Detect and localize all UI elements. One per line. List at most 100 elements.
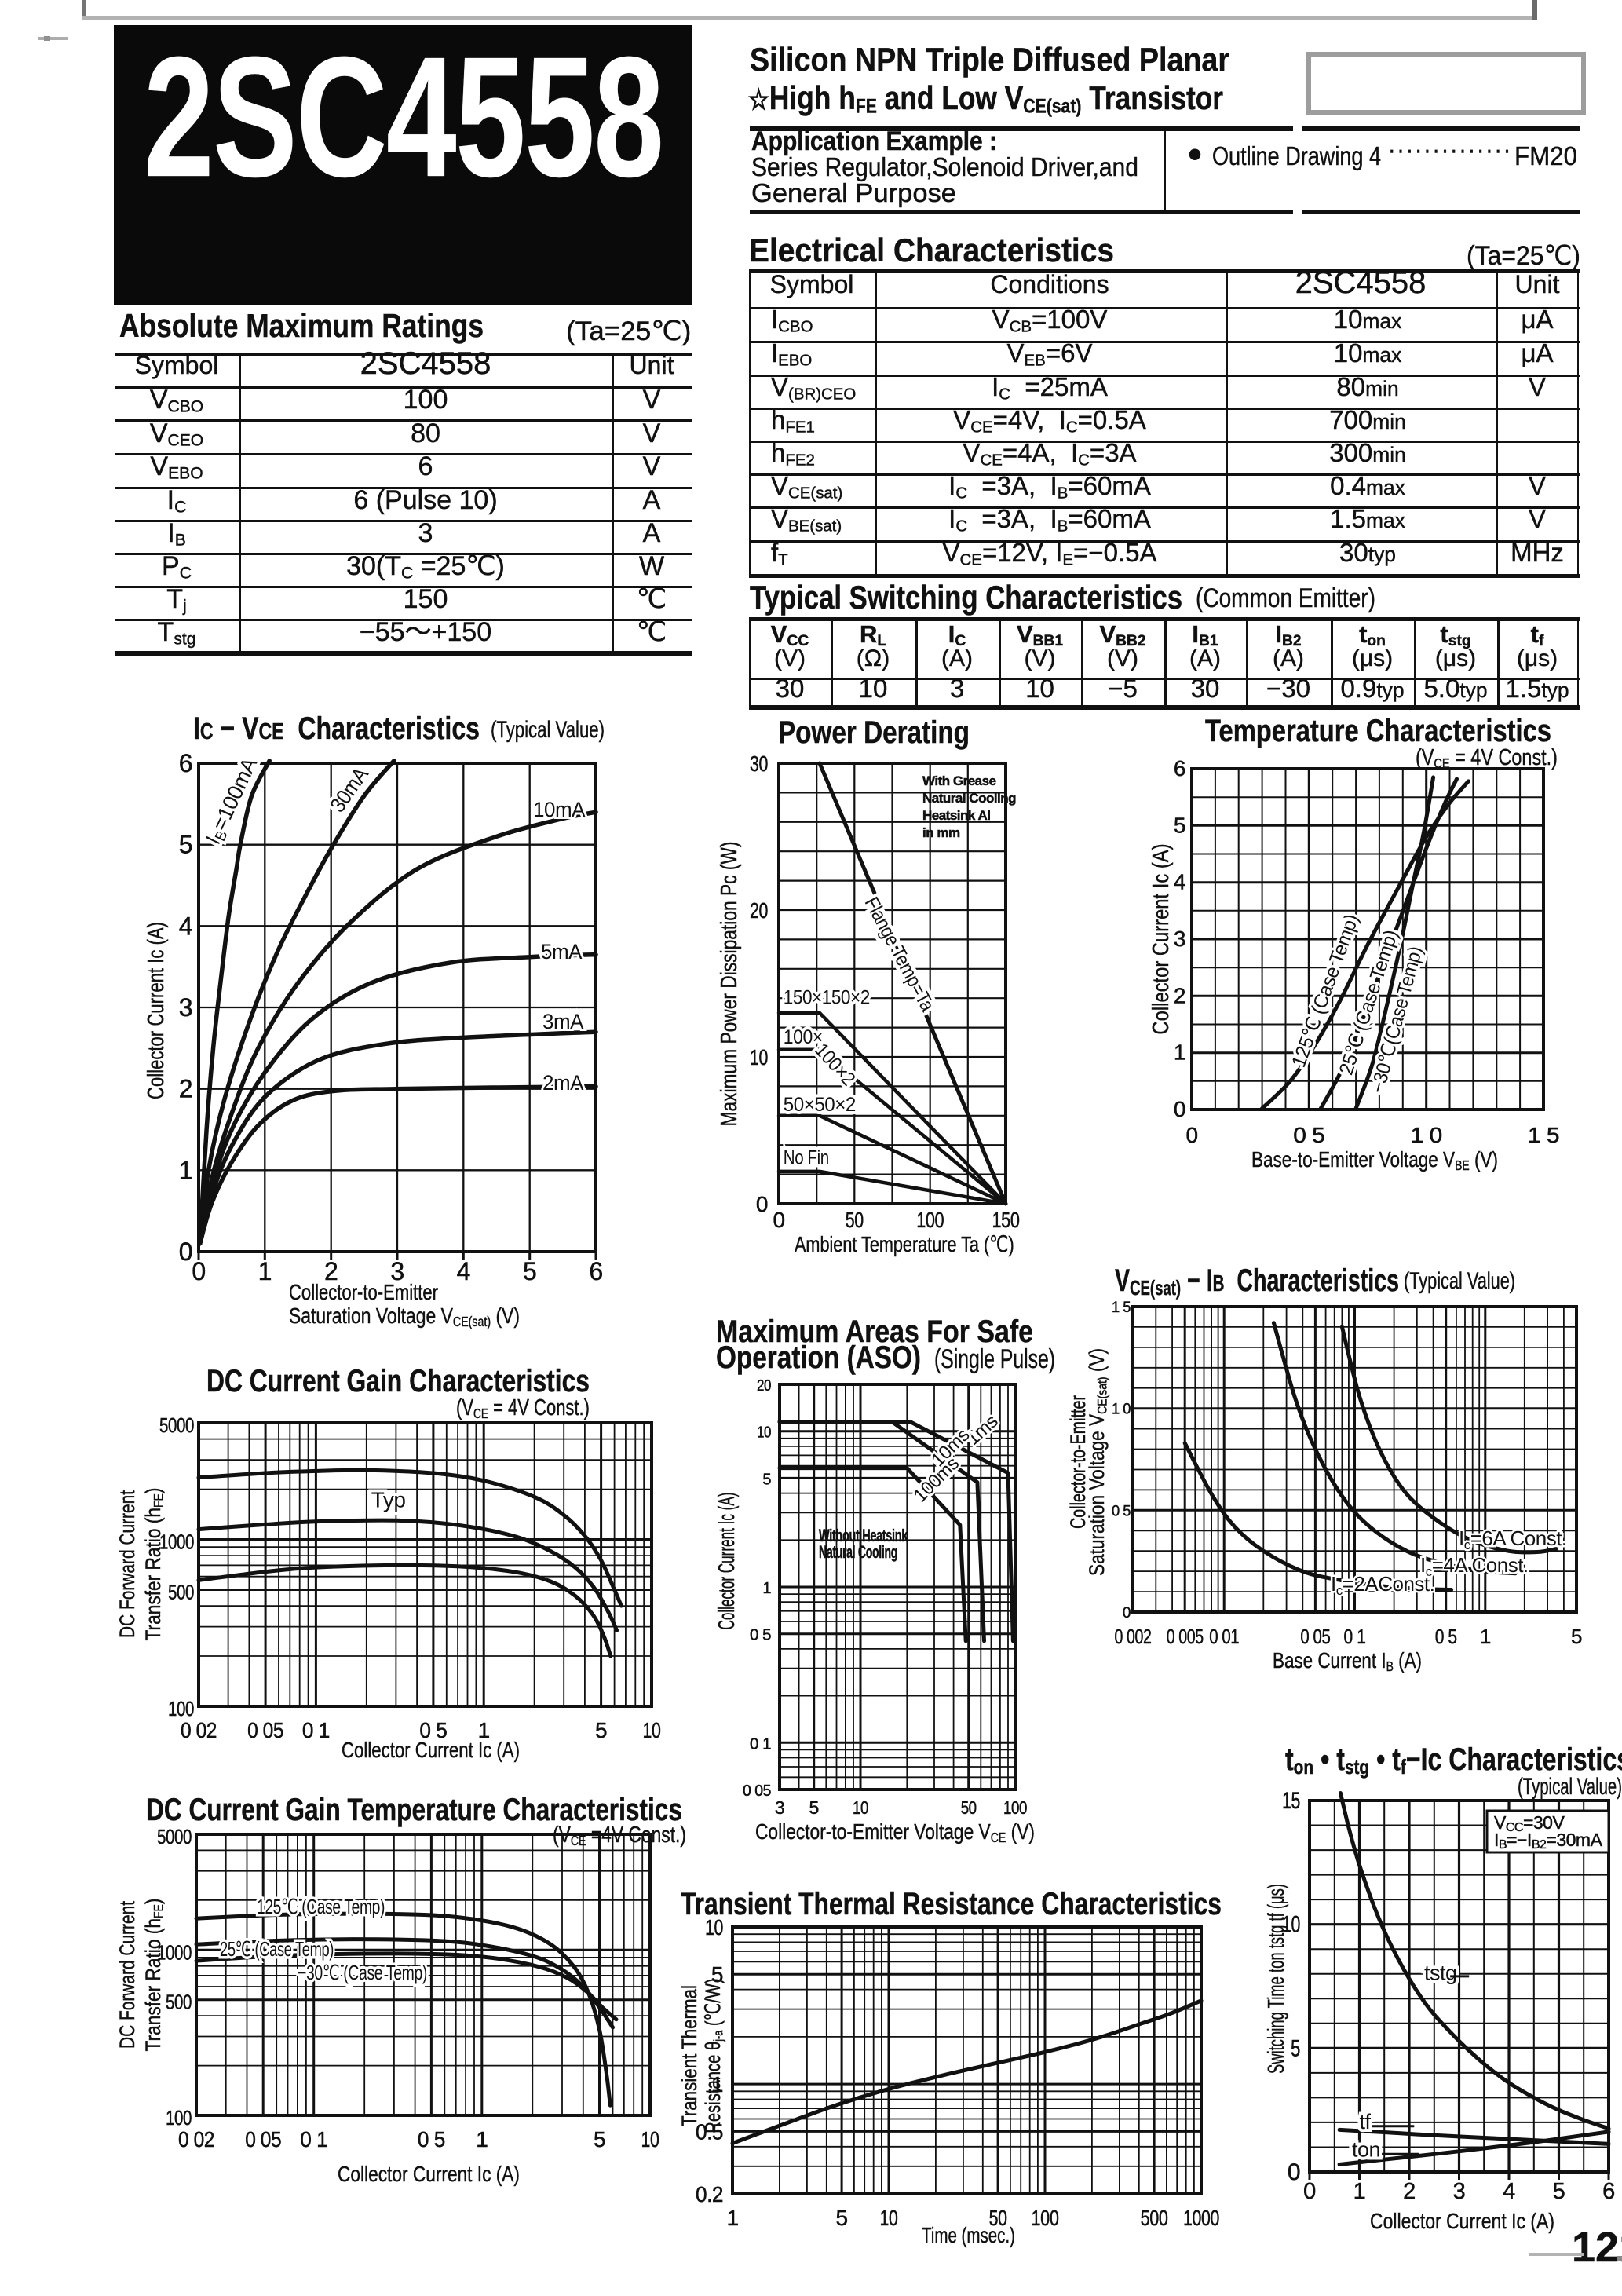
svg-text:1: 1: [711, 2072, 723, 2097]
svg-text:10: 10: [853, 1797, 868, 1818]
svg-text:3: 3: [390, 1257, 404, 1285]
svg-text:Ic=2AConst.: Ic=2AConst.: [1331, 1572, 1434, 1598]
svg-text:0 002: 0 002: [1115, 1625, 1152, 1648]
svg-text:5mA: 5mA: [541, 940, 582, 963]
svg-text:6: 6: [1602, 2179, 1615, 2204]
svg-text:0 1: 0 1: [300, 2127, 327, 2152]
svg-text:125℃ (Case Temp): 125℃ (Case Temp): [257, 1895, 385, 1918]
svg-text:5: 5: [836, 2206, 848, 2230]
svg-text:5: 5: [1291, 2035, 1300, 2061]
svg-text:500: 500: [166, 1991, 192, 2014]
svg-text:1: 1: [1353, 2179, 1366, 2204]
svg-text:3: 3: [179, 993, 192, 1022]
svg-text:0.2: 0.2: [696, 2182, 723, 2206]
svg-text:0 1: 0 1: [750, 1735, 771, 1753]
svg-text:1: 1: [476, 2127, 488, 2152]
svg-text:2: 2: [179, 1075, 192, 1103]
svg-text:1: 1: [179, 1156, 192, 1184]
svg-text:Flange Temp=Ta: Flange Temp=Ta: [860, 894, 939, 1015]
svg-text:100×: 100×: [784, 1026, 823, 1048]
svg-text:5: 5: [179, 831, 192, 859]
svg-text:1: 1: [762, 1580, 771, 1597]
svg-text:0 5: 0 5: [1112, 1503, 1131, 1519]
svg-text:50: 50: [989, 2206, 1007, 2230]
svg-text:6: 6: [179, 749, 192, 777]
svg-text:30: 30: [750, 751, 768, 776]
svg-text:10: 10: [641, 2127, 659, 2152]
svg-text:100: 100: [1032, 2206, 1059, 2230]
svg-text:1: 1: [1174, 1040, 1185, 1065]
svg-text:1 5: 1 5: [1528, 1123, 1559, 1147]
svg-text:0 02: 0 02: [181, 1718, 217, 1742]
svg-text:tf: tf: [1360, 2110, 1372, 2133]
svg-text:100: 100: [168, 1697, 194, 1720]
svg-text:100: 100: [916, 1208, 944, 1232]
svg-text:0 5: 0 5: [750, 1627, 771, 1644]
svg-text:3: 3: [775, 1797, 784, 1818]
svg-text:Ic=4A Const.: Ic=4A Const.: [1420, 1553, 1529, 1579]
svg-text:0 1: 0 1: [302, 1718, 330, 1742]
svg-text:500: 500: [168, 1581, 194, 1604]
svg-text:3: 3: [1174, 927, 1185, 951]
svg-text:3mA: 3mA: [542, 1010, 583, 1033]
svg-text:0: 0: [1288, 2159, 1300, 2185]
svg-text:5: 5: [762, 1471, 771, 1488]
svg-text:1: 1: [1480, 1625, 1491, 1648]
svg-text:10: 10: [705, 1915, 723, 1940]
svg-text:0: 0: [773, 1208, 784, 1232]
svg-text:10: 10: [1282, 1912, 1300, 1938]
svg-text:Without Heatsink: Without Heatsink: [819, 1526, 908, 1545]
svg-text:6: 6: [1174, 756, 1185, 781]
svg-text:0: 0: [756, 1192, 768, 1216]
svg-text:1 0: 1 0: [1112, 1402, 1131, 1418]
svg-text:4: 4: [457, 1257, 470, 1285]
svg-text:tstg: tstg: [1424, 1961, 1457, 1985]
svg-text:500: 500: [1141, 2206, 1168, 2230]
svg-text:0 05: 0 05: [247, 1718, 283, 1742]
svg-text:IB=100mA: IB=100mA: [201, 754, 264, 849]
svg-text:4: 4: [179, 912, 192, 940]
svg-text:0: 0: [192, 1257, 205, 1285]
svg-text:50×50×2: 50×50×2: [784, 1094, 856, 1116]
svg-text:5: 5: [523, 1257, 536, 1285]
svg-text:2: 2: [324, 1257, 338, 1285]
svg-text:5: 5: [1174, 813, 1185, 837]
svg-text:3: 3: [1453, 2179, 1466, 2204]
svg-text:4: 4: [1174, 870, 1185, 894]
svg-text:10: 10: [643, 1718, 661, 1742]
svg-text:0 5: 0 5: [419, 1718, 447, 1742]
svg-text:ton: ton: [1352, 2137, 1380, 2161]
svg-text:0 5: 0 5: [1293, 1123, 1324, 1147]
svg-text:1: 1: [478, 1718, 490, 1742]
svg-text:20: 20: [757, 1377, 771, 1395]
svg-text:0: 0: [179, 1238, 192, 1266]
svg-text:0: 0: [1174, 1097, 1185, 1121]
svg-text:0 01: 0 01: [1209, 1625, 1239, 1648]
svg-text:4: 4: [1503, 2179, 1515, 2204]
svg-text:50: 50: [961, 1797, 977, 1818]
svg-text:IB=−IB2=30mA: IB=−IB2=30mA: [1494, 1830, 1603, 1852]
svg-text:1000: 1000: [1183, 2206, 1219, 2230]
svg-text:0 005: 0 005: [1167, 1625, 1204, 1648]
svg-text:1 5: 1 5: [1112, 1300, 1131, 1316]
svg-text:in mm: in mm: [922, 825, 960, 840]
svg-text:1000: 1000: [157, 1940, 192, 1964]
svg-text:2: 2: [1174, 983, 1185, 1007]
svg-text:0 5: 0 5: [418, 2127, 445, 2152]
svg-text:10: 10: [757, 1424, 771, 1442]
svg-text:5000: 5000: [157, 1825, 192, 1848]
svg-text:150: 150: [992, 1208, 1020, 1232]
svg-text:1000: 1000: [159, 1530, 194, 1554]
svg-text:150×150×2: 150×150×2: [784, 987, 870, 1009]
svg-text:10: 10: [750, 1045, 768, 1069]
svg-text:20: 20: [750, 898, 768, 923]
svg-text:0 05: 0 05: [743, 1782, 771, 1800]
svg-text:1 0: 1 0: [1411, 1123, 1442, 1147]
svg-text:Ic=6A Const.: Ic=6A Const.: [1459, 1526, 1567, 1552]
svg-text:Heatsink Al: Heatsink Al: [922, 808, 990, 823]
svg-text:0 05: 0 05: [1300, 1625, 1330, 1648]
svg-text:0 1: 0 1: [1344, 1625, 1366, 1648]
svg-text:5: 5: [594, 2127, 605, 2152]
svg-text:10mA: 10mA: [533, 798, 585, 821]
svg-text:Natural Cooling: Natural Cooling: [819, 1542, 897, 1562]
